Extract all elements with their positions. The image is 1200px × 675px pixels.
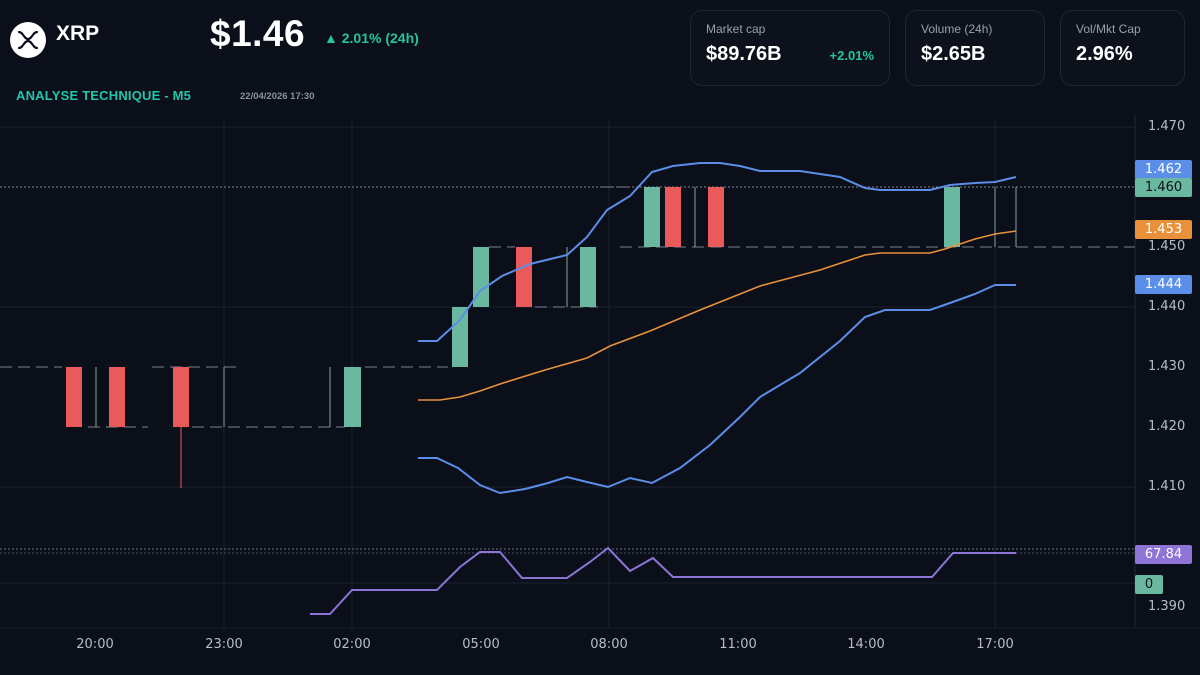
market-cap-card: Market cap $89.76B +2.01% bbox=[690, 10, 890, 86]
time-tick-1700: 17:00 bbox=[976, 637, 1014, 652]
xrp-logo-icon bbox=[10, 22, 46, 58]
volume-value: $2.65B bbox=[921, 43, 986, 65]
current-price: $1.46 bbox=[210, 13, 306, 54]
indicator-value-tag: 67.84 bbox=[1135, 545, 1192, 564]
vol-mkt-cap-value: 2.96% bbox=[1076, 43, 1133, 65]
price-tick-1440: 1.440 bbox=[1148, 299, 1186, 314]
market-cap-value: $89.76B bbox=[706, 43, 782, 65]
price-tick-1390: 1.390 bbox=[1148, 599, 1186, 614]
sma-line bbox=[418, 230, 1017, 401]
asset-symbol: XRP bbox=[56, 22, 100, 45]
market-cap-label: Market cap bbox=[706, 22, 766, 36]
vol-mkt-cap-label: Vol/Mkt Cap bbox=[1076, 22, 1141, 36]
zero-level-tag: 0 bbox=[1135, 575, 1163, 594]
price-tick-1450: 1.450 bbox=[1148, 239, 1186, 254]
volume-label: Volume (24h) bbox=[921, 22, 993, 36]
indicator-line bbox=[310, 546, 1016, 615]
bollinger-upper-tag: 1.462 bbox=[1135, 160, 1192, 179]
bollinger-lower-tag: 1.444 bbox=[1135, 275, 1192, 294]
bollinger-upper-line bbox=[418, 162, 1017, 342]
price-tick-1430: 1.430 bbox=[1148, 359, 1186, 374]
time-tick-1100: 11:00 bbox=[719, 637, 757, 652]
volume-card: Volume (24h) $2.65B bbox=[905, 10, 1045, 86]
price-tick-1410: 1.410 bbox=[1148, 479, 1186, 494]
flat-candle-lines bbox=[0, 186, 1135, 428]
time-tick-0200: 02:00 bbox=[333, 637, 371, 652]
sma-tag: 1.453 bbox=[1135, 220, 1192, 239]
time-tick-2300: 23:00 bbox=[205, 637, 243, 652]
time-tick-0500: 05:00 bbox=[462, 637, 500, 652]
candles bbox=[66, 187, 1017, 488]
last-price-tag: 1.460 bbox=[1135, 178, 1192, 197]
time-tick-1400: 14:00 bbox=[847, 637, 885, 652]
price-change-24h: ▲ 2.01% (24h) bbox=[324, 30, 419, 46]
bollinger-lower-line bbox=[418, 284, 1016, 495]
time-tick-2000: 20:00 bbox=[76, 637, 114, 652]
time-tick-0800: 08:00 bbox=[590, 637, 628, 652]
market-cap-change: +2.01% bbox=[829, 48, 874, 63]
price-tick-1470: 1.470 bbox=[1148, 119, 1186, 134]
analysis-title: ANALYSE TECHNIQUE - M5 bbox=[16, 88, 192, 103]
price-tick-1420: 1.420 bbox=[1148, 419, 1186, 434]
analysis-datetime: 22/04/2026 17:30 bbox=[240, 91, 315, 102]
vol-mkt-cap-card: Vol/Mkt Cap 2.96% bbox=[1060, 10, 1185, 86]
